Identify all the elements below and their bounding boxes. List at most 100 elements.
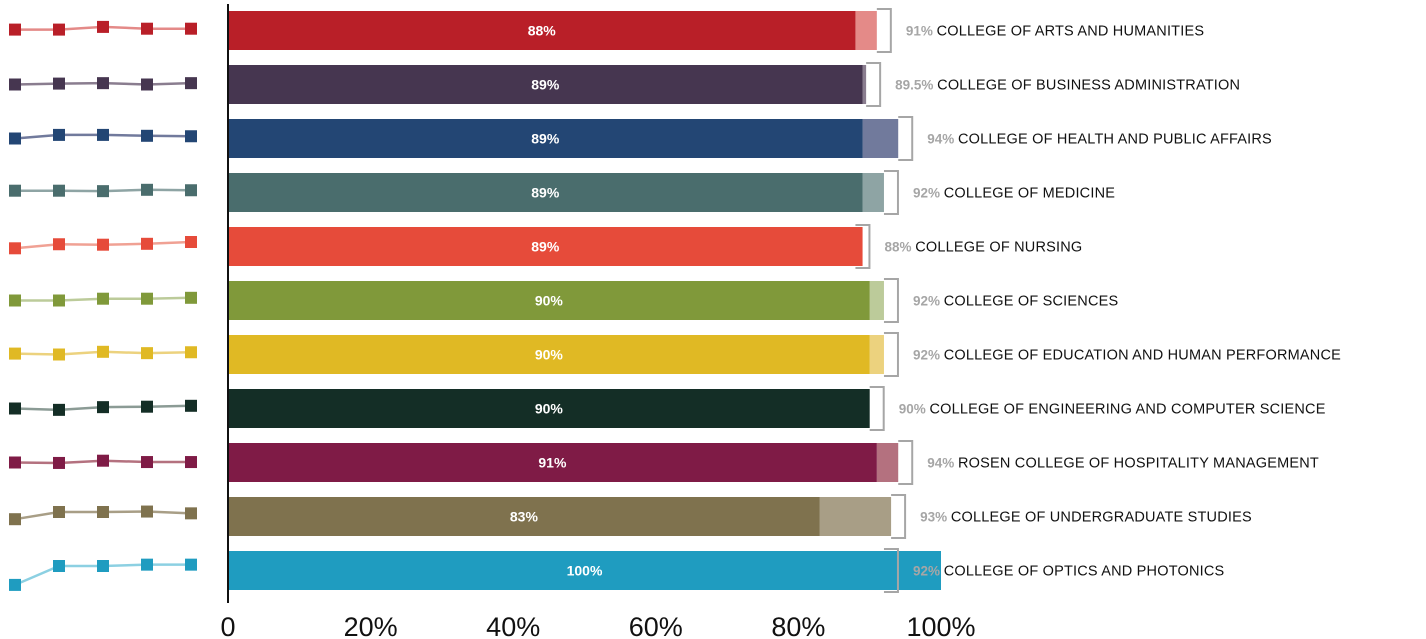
- trend-marker: [53, 506, 65, 518]
- trend-marker: [185, 184, 197, 197]
- college-label: 92% COLLEGE OF MEDICINE: [913, 186, 1115, 202]
- trend-marker: [9, 23, 21, 36]
- bar-value-label: 89%: [531, 185, 560, 201]
- trend-marker: [185, 291, 197, 304]
- comparison-extension: [869, 335, 884, 374]
- comparison-extension: [876, 443, 899, 482]
- trend-marker: [185, 346, 197, 359]
- bar: [228, 119, 863, 158]
- trend-marker: [53, 77, 65, 90]
- bar-value-label: 89%: [531, 77, 560, 93]
- comparison-bracket: [866, 62, 882, 107]
- bar: [228, 443, 877, 482]
- trend-marker: [53, 456, 65, 469]
- bar: [228, 227, 863, 266]
- comparison-bracket: [869, 386, 885, 431]
- trend-marker: [9, 184, 21, 197]
- comparison-bracket: [891, 494, 907, 539]
- trend-marker: [185, 22, 197, 35]
- college-name: COLLEGE OF HEALTH AND PUBLIC AFFAIRS: [958, 132, 1272, 148]
- bar-value-label: 88%: [528, 23, 557, 39]
- comparison-bracket: [855, 224, 871, 269]
- trend-marker: [53, 23, 65, 36]
- trend-marker: [97, 401, 109, 414]
- comparison-value-label: 88%: [884, 240, 915, 255]
- bar: [228, 389, 870, 428]
- college-label: 92% COLLEGE OF SCIENCES: [913, 294, 1118, 310]
- trend-marker: [9, 78, 21, 91]
- comparison-bracket: [876, 8, 892, 53]
- comparison-value-label: 94%: [927, 132, 958, 147]
- trend-marker: [9, 294, 21, 307]
- comparison-value-label: 92%: [913, 348, 944, 363]
- x-tick-label: 100%: [906, 612, 975, 639]
- trend-marker: [141, 505, 153, 518]
- trend-marker: [97, 238, 109, 251]
- comparison-bracket: [898, 116, 914, 161]
- college-name: COLLEGE OF SCIENCES: [944, 294, 1119, 310]
- trend-marker: [9, 347, 21, 360]
- bar-value-label: 90%: [535, 347, 564, 363]
- trend-marker: [141, 456, 153, 469]
- trend-marker: [97, 345, 109, 358]
- trend-marker: [185, 399, 197, 412]
- bar: [228, 11, 856, 50]
- x-axis-ticks: 0 20% 40% 60% 80% 100%: [220, 612, 975, 639]
- college-label: 92% COLLEGE OF OPTICS AND PHOTONICS: [913, 564, 1224, 580]
- college-label: 92% COLLEGE OF EDUCATION AND HUMAN PERFO…: [913, 348, 1341, 364]
- bar-value-label: 90%: [535, 401, 564, 417]
- comparison-bracket: [883, 548, 899, 593]
- trend-marker: [53, 294, 65, 307]
- comparison-extension: [869, 281, 884, 320]
- bar-value-label: 90%: [535, 293, 564, 309]
- trend-marker: [185, 456, 197, 469]
- college-name: COLLEGE OF MEDICINE: [944, 186, 1116, 202]
- trend-marker: [141, 237, 153, 250]
- x-tick-label: 60%: [629, 612, 683, 639]
- trend-marker: [97, 128, 109, 141]
- trend-marker: [141, 558, 153, 571]
- trend-marker: [97, 77, 109, 90]
- comparison-value-label: 92%: [913, 564, 944, 579]
- college-name: COLLEGE OF ARTS AND HUMANITIES: [937, 24, 1205, 40]
- x-tick-label: 0: [220, 612, 235, 639]
- bar-value-label: 100%: [567, 563, 603, 579]
- trend-marker: [97, 292, 109, 305]
- bar: [228, 551, 941, 590]
- trend-marker: [53, 184, 65, 197]
- comparison-extension: [862, 119, 899, 158]
- trend-marker: [97, 185, 109, 198]
- trend-marker: [53, 128, 65, 141]
- college-label: 89.5% COLLEGE OF BUSINESS ADMINISTRATION: [895, 78, 1240, 94]
- trend-marker: [53, 403, 65, 416]
- trend-marker: [141, 347, 153, 360]
- trend-marker: [97, 454, 109, 467]
- trend-marker: [141, 129, 153, 142]
- comparison-value-label: 92%: [913, 186, 944, 201]
- bar: [228, 173, 863, 212]
- bar: [228, 335, 870, 374]
- trend-marker: [53, 238, 65, 251]
- bar-value-label: 89%: [531, 239, 560, 255]
- comparison-extension: [819, 497, 892, 536]
- college-name: COLLEGE OF NURSING: [915, 240, 1082, 256]
- trend-marker: [185, 236, 197, 248]
- college-name: COLLEGE OF BUSINESS ADMINISTRATION: [937, 78, 1240, 94]
- trend-sparklines: [9, 20, 197, 591]
- bar-value-label: 91%: [538, 455, 567, 471]
- trend-marker: [141, 22, 153, 35]
- college-label: 91% COLLEGE OF ARTS AND HUMANITIES: [906, 24, 1204, 40]
- x-tick-label: 20%: [344, 612, 398, 639]
- trend-marker: [53, 348, 65, 361]
- trend-marker: [141, 292, 153, 305]
- trend-marker: [9, 402, 21, 415]
- trend-marker: [9, 456, 21, 469]
- comparison-value-label: 89.5%: [895, 78, 937, 93]
- comparison-bracket: [883, 332, 899, 377]
- trend-marker: [9, 513, 21, 526]
- comparison-value-label: 93%: [920, 510, 951, 525]
- trend-marker: [141, 78, 153, 91]
- bars: 88% 89% 89% 89% 89% 90% 90% 90% 91% 83% 100%: [228, 8, 941, 593]
- comparison-value-label: 91%: [906, 24, 937, 39]
